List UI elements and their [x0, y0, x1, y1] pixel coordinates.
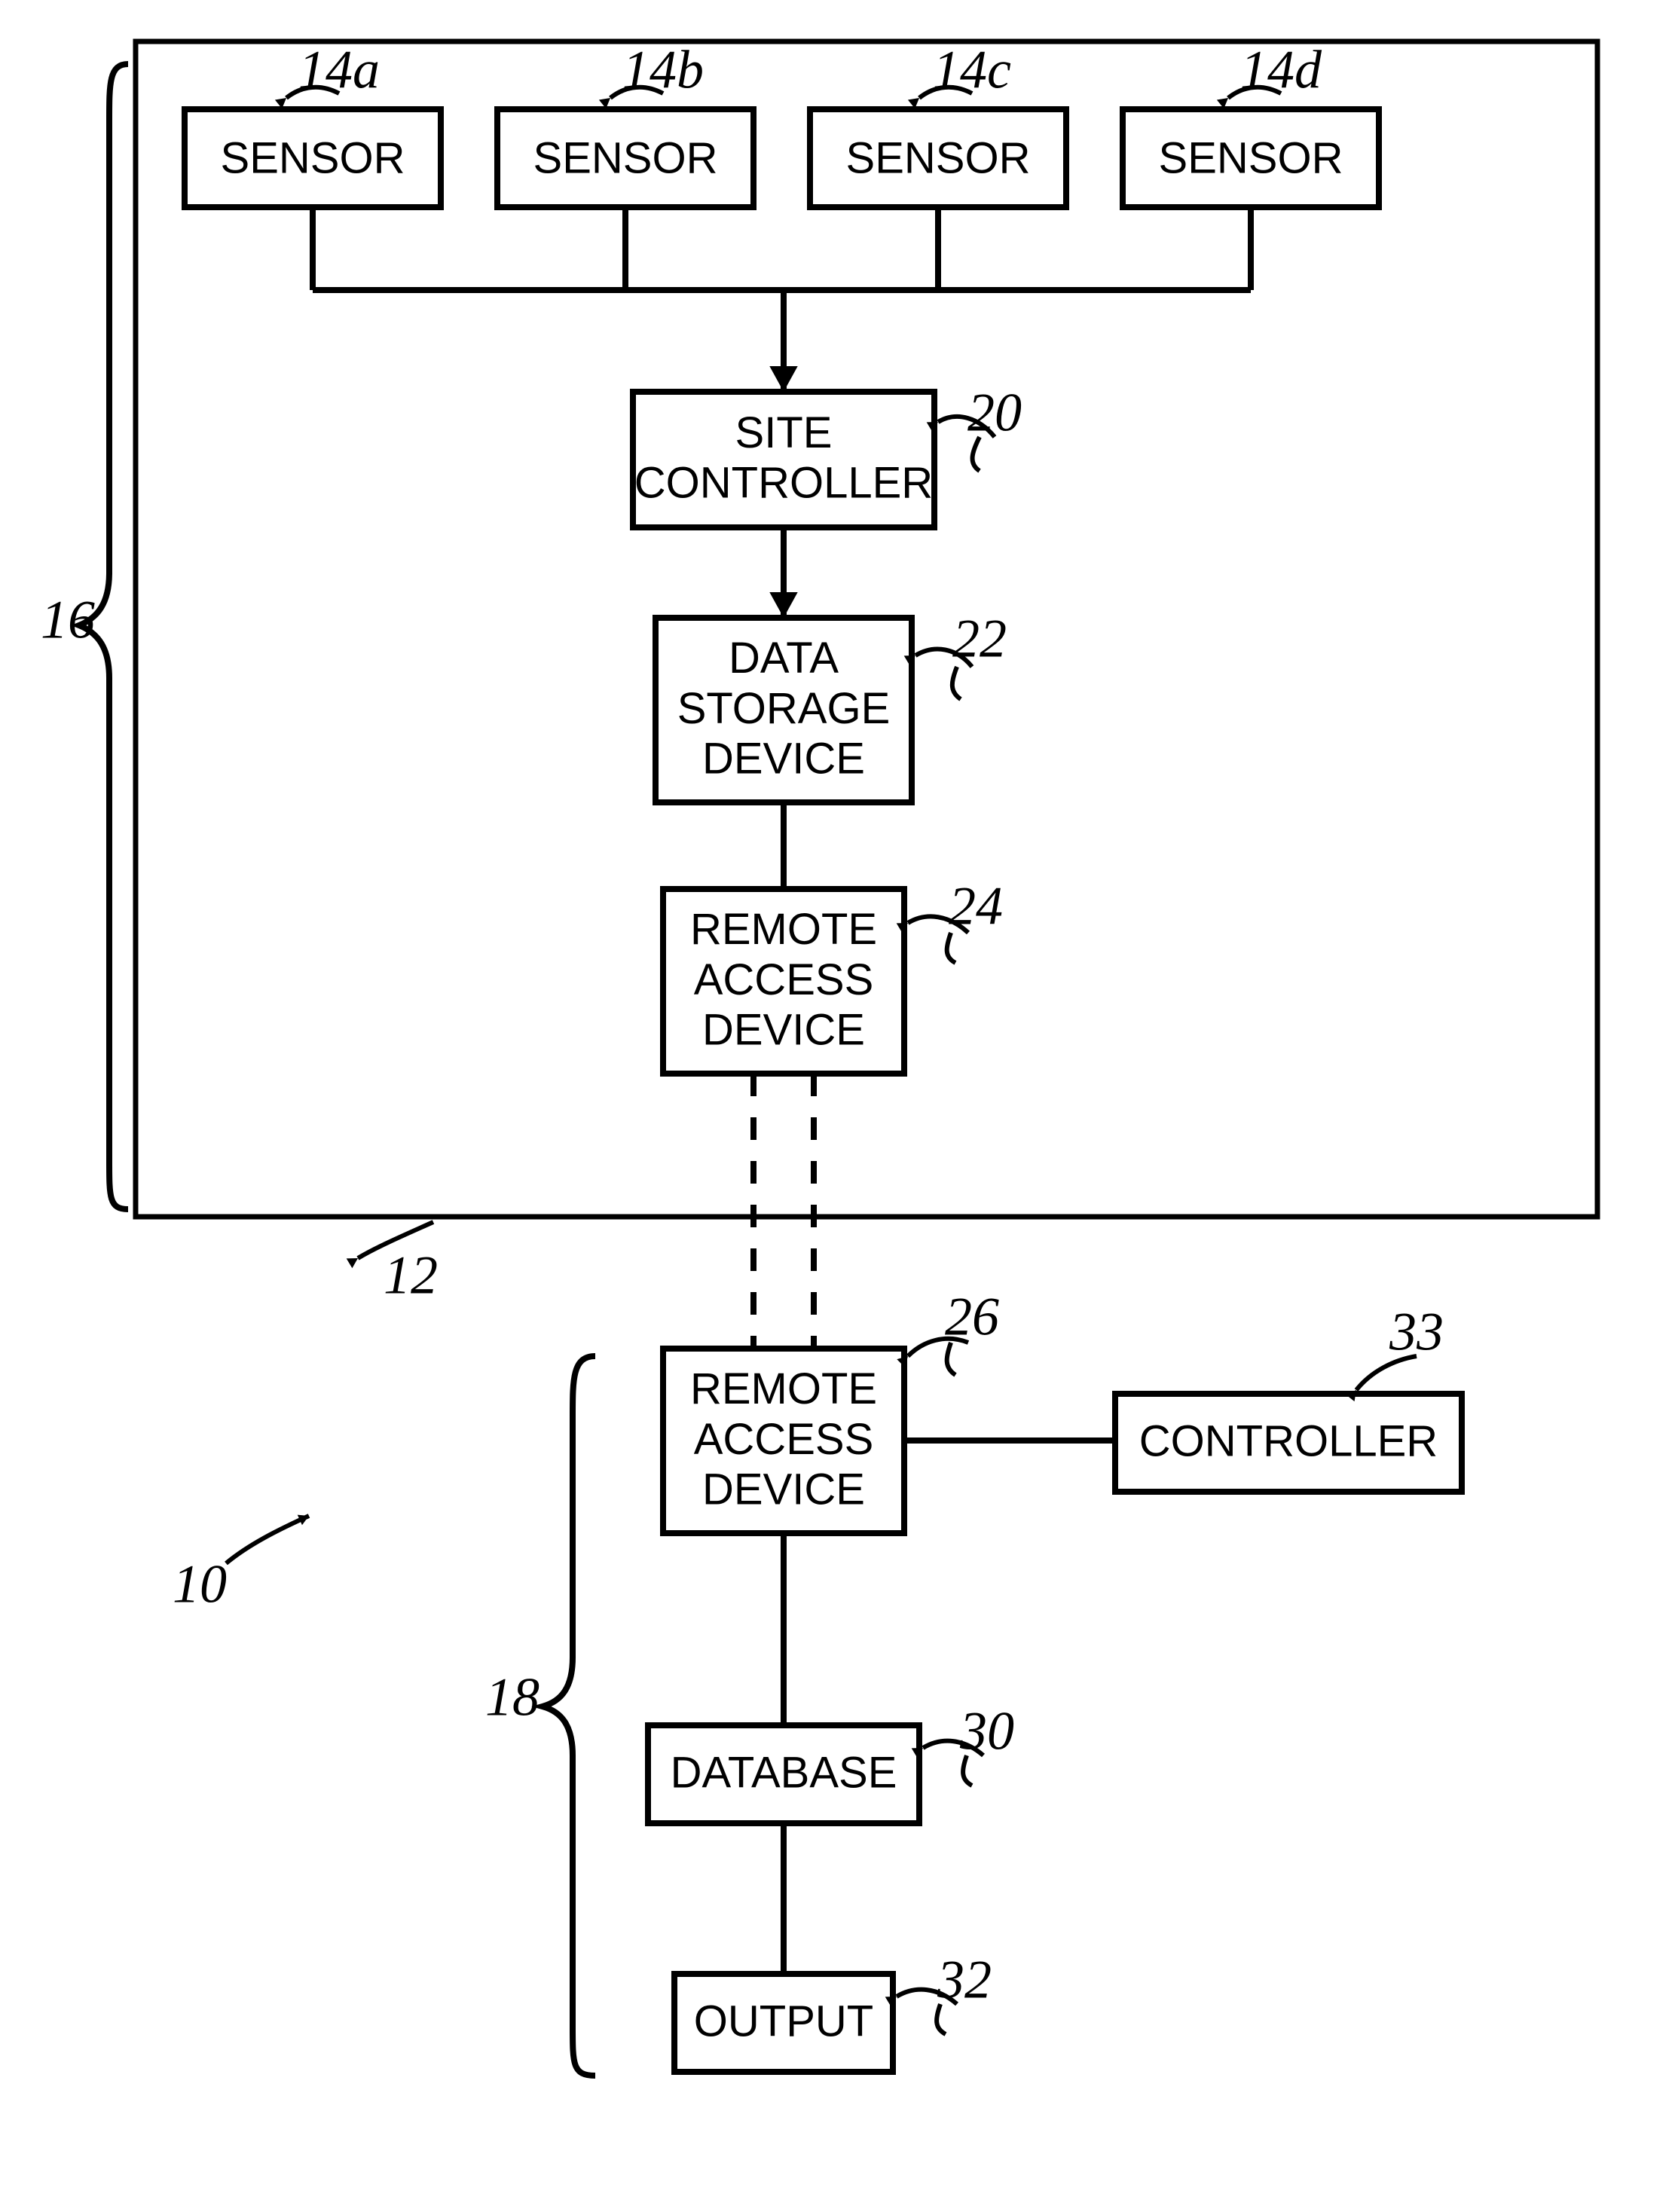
output-ref: 32 — [937, 1950, 992, 2010]
ref-12: 12 — [384, 1245, 438, 1306]
site_controller-ref: 20 — [967, 383, 1022, 443]
brace-mid_18 — [543, 1356, 595, 2076]
remote_access_2-ref: 26 — [945, 1287, 999, 1347]
leader-10 — [226, 1516, 309, 1563]
c-bus-to-site-arrowhead — [769, 366, 797, 392]
data_storage-label-2: DEVICE — [702, 735, 865, 784]
sensor-a-label: SENSOR — [221, 133, 405, 182]
remote_access_1-label-1: ACCESS — [694, 955, 874, 1004]
block-diagram: 12 SENSOR 14a SENSOR 14b SENSOR 14c SENSOR 14d SI… — [0, 0, 1675, 2212]
sensor-a-ref: 14a — [298, 40, 380, 100]
data_storage-label-1: STORAGE — [677, 684, 891, 733]
database-ref: 30 — [959, 1701, 1014, 1761]
c-site-to-data-arrowhead — [769, 592, 797, 618]
brace-left_16-ref: 16 — [41, 590, 95, 650]
data_storage-label-0: DATA — [729, 634, 839, 683]
output-label-0: OUTPUT — [694, 1997, 873, 2045]
sensor-d-label: SENSOR — [1159, 133, 1343, 182]
remote_access_2-label-1: ACCESS — [694, 1415, 874, 1464]
controller-ref: 33 — [1389, 1302, 1444, 1362]
sensor-b-ref: 14b — [622, 40, 704, 100]
sensor-c-label: SENSOR — [846, 133, 1031, 182]
sensor-c-ref: 14c — [933, 40, 1011, 100]
brace-mid_18-ref: 18 — [485, 1667, 539, 1728]
database-label-0: DATABASE — [671, 1748, 897, 1797]
site_controller-label-1: CONTROLLER — [634, 459, 933, 508]
remote_access_1-label-2: DEVICE — [702, 1006, 865, 1055]
remote_access_1-label-0: REMOTE — [690, 905, 877, 954]
controller-label-0: CONTROLLER — [1139, 1416, 1438, 1465]
remote_access_2-label-2: DEVICE — [702, 1465, 865, 1514]
remote_access_1-ref: 24 — [949, 876, 1003, 936]
sensor-b-label: SENSOR — [533, 133, 718, 182]
data_storage-ref: 22 — [952, 609, 1007, 669]
remote_access_2-label-0: REMOTE — [690, 1364, 877, 1413]
site_controller-label-0: SITE — [735, 408, 833, 457]
ref-10: 10 — [173, 1554, 227, 1615]
sensor-d-ref: 14d — [1240, 40, 1322, 100]
